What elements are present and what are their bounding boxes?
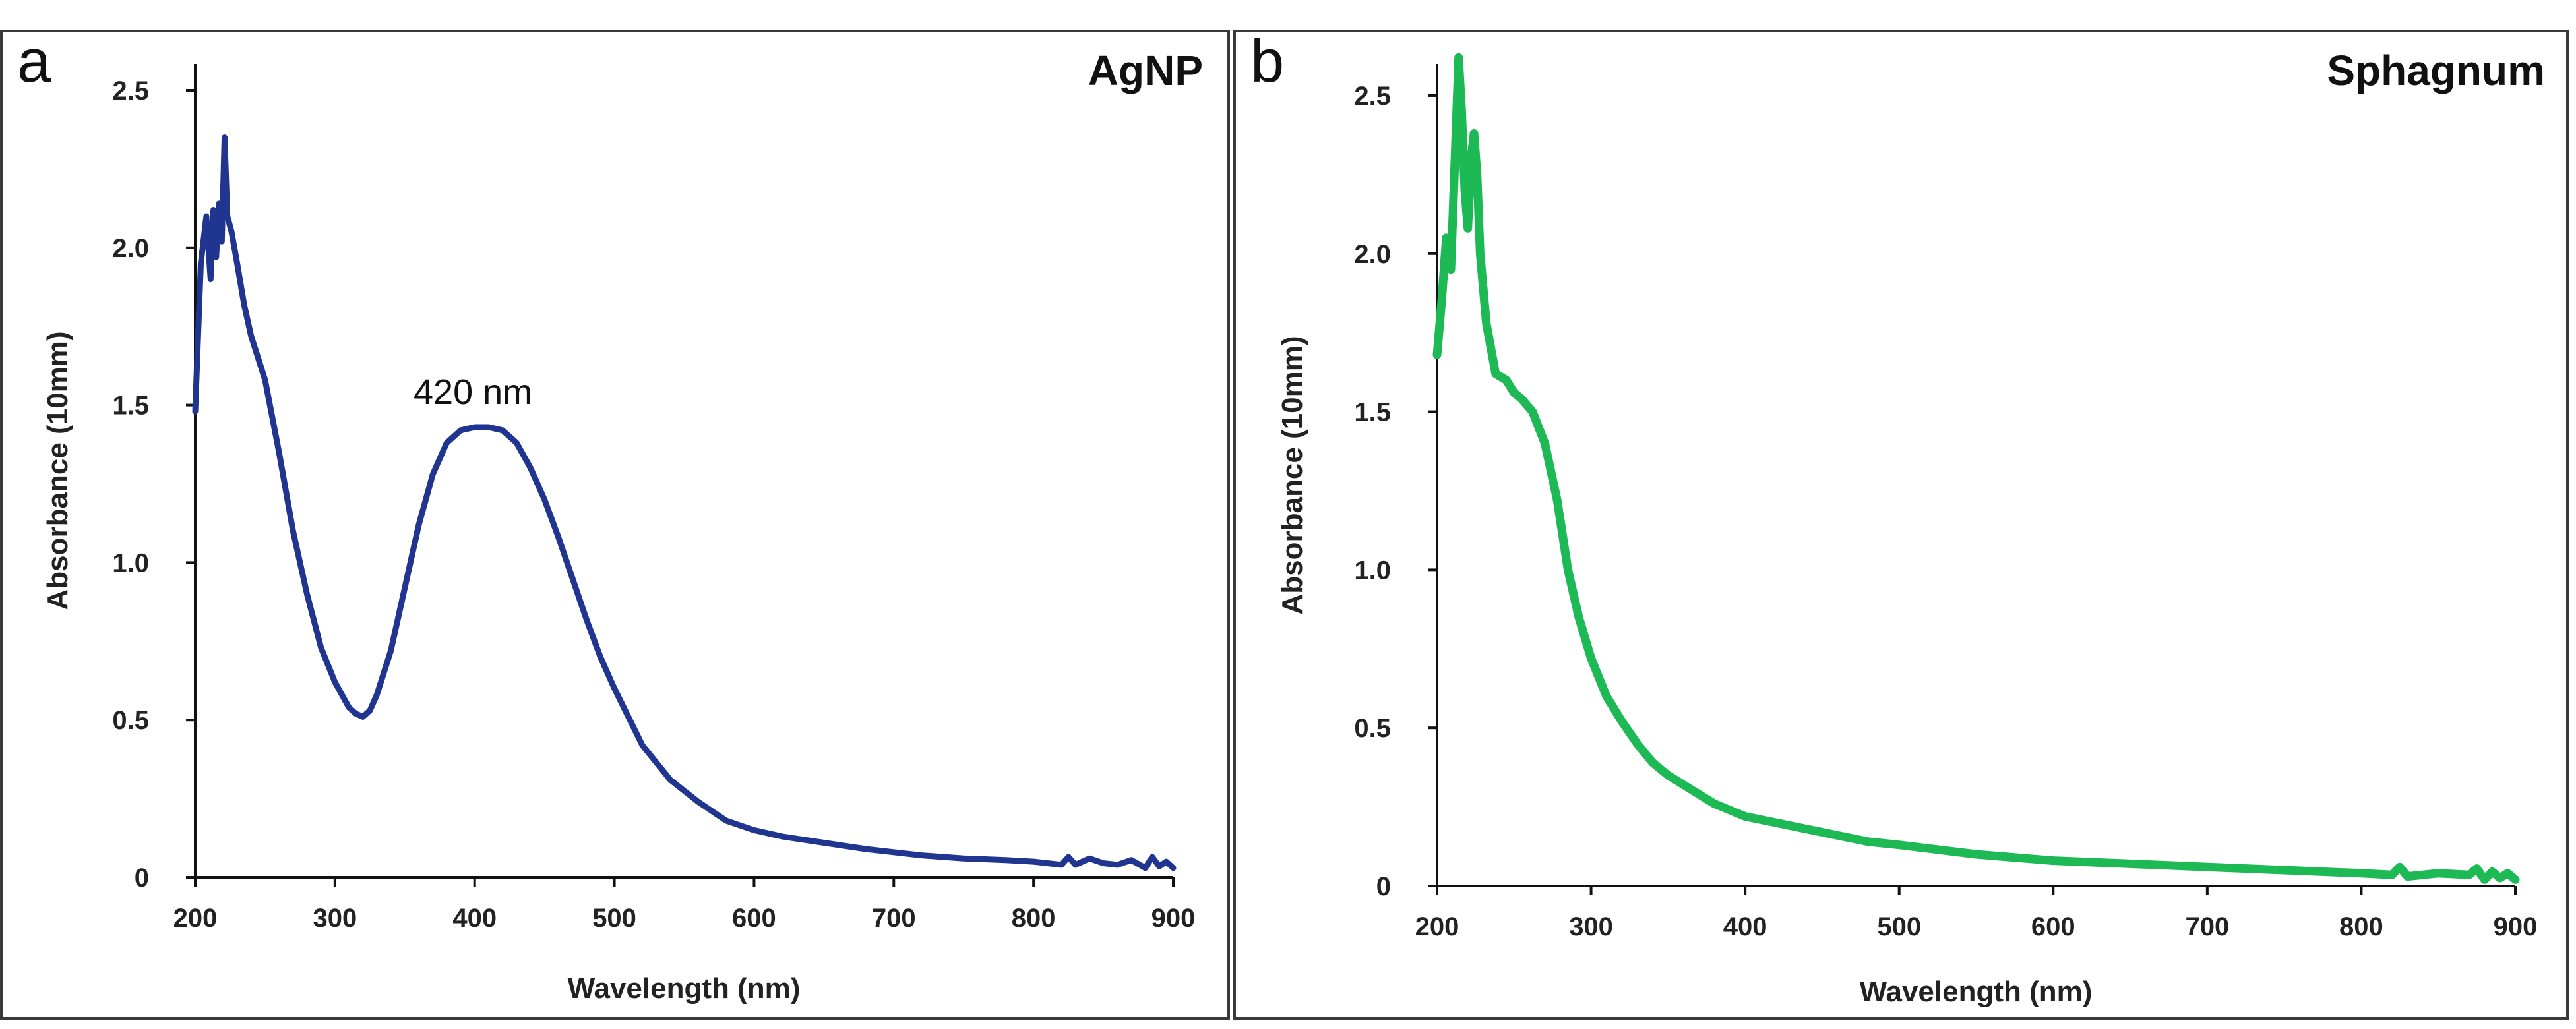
chart-a-title: AgNP bbox=[1088, 47, 1203, 94]
chart-a-svg: a AgNP 0 0.5 1.0 1.5 2.0 2.5 200 300 400 500 600 7… bbox=[17, 28, 1203, 1005]
chart-b-x-tick-label: 300 bbox=[1569, 912, 1613, 941]
chart-a-x-tick-label: 300 bbox=[313, 904, 357, 933]
chart-a-x-tick-label: 500 bbox=[592, 904, 636, 933]
chart-a-x-tick-label: 200 bbox=[173, 904, 218, 933]
chart-a-x-axis-title: Wavelength (nm) bbox=[568, 972, 801, 1005]
chart-b-y-tick-label: 1.5 bbox=[1354, 398, 1391, 427]
chart-b-x-axis-title: Wavelength (nm) bbox=[1860, 976, 2093, 1008]
chart-a-y-axis-title: Absorbance (10mm) bbox=[42, 331, 74, 610]
chart-b-y-tick-label: 0.5 bbox=[1354, 714, 1391, 743]
chart-b-x-tick-label: 800 bbox=[2339, 912, 2383, 941]
chart-b-x-tick-label: 200 bbox=[1415, 912, 1459, 941]
chart-a-series-agnp bbox=[192, 134, 1177, 871]
chart-b-title: Sphagnum bbox=[2327, 47, 2545, 94]
chart-a-y-tick-label: 2.0 bbox=[112, 234, 149, 263]
chart-panel-b: b Sphagnum 0 0.5 1.0 1.5 2.0 2.5 200 300 400 500… bbox=[1233, 28, 2569, 1020]
chart-b-svg: b Sphagnum 0 0.5 1.0 1.5 2.0 2.5 200 300 400 500… bbox=[1250, 28, 2545, 1008]
chart-a-x-tick-label: 700 bbox=[872, 904, 916, 933]
chart-a-y-tick-label: 0.5 bbox=[112, 706, 149, 735]
panel-letter-a: a bbox=[17, 28, 51, 95]
chart-b-x-tick-label: 500 bbox=[1877, 912, 1921, 941]
chart-b-y-tick-label: 2.0 bbox=[1354, 240, 1391, 269]
chart-a-x-tick-label: 800 bbox=[1012, 904, 1056, 933]
chart-a-y-tick-label: 2.5 bbox=[112, 76, 149, 105]
chart-a-y-tick-label: 1.0 bbox=[112, 548, 149, 577]
chart-b-series-sphagnum bbox=[1432, 53, 2520, 884]
chart-b-x-tick-label: 400 bbox=[1723, 912, 1767, 941]
chart-b-x-tick-label: 600 bbox=[2031, 912, 2075, 941]
chart-b-x-tick-label: 900 bbox=[2494, 912, 2538, 941]
chart-b-y-axis-title: Absorbance (10mm) bbox=[1276, 336, 1308, 614]
chart-a-x-tick-label: 600 bbox=[732, 904, 776, 933]
chart-b-y-tick-label: 0 bbox=[1376, 872, 1391, 901]
chart-b-x-tick-label: 700 bbox=[2185, 912, 2229, 941]
chart-a-x-tick-label: 400 bbox=[452, 904, 497, 933]
chart-a-y-tick-label: 0 bbox=[135, 864, 149, 893]
chart-b-y-tick-label: 2.5 bbox=[1354, 82, 1391, 111]
chart-a-x-tick-label: 900 bbox=[1151, 904, 1196, 933]
chart-panel-a: a AgNP 0 0.5 1.0 1.5 2.0 2.5 200 300 400 500 600 7… bbox=[0, 28, 1230, 1020]
panel-letter-b: b bbox=[1250, 28, 1284, 95]
chart-a-y-tick-label: 1.5 bbox=[112, 392, 149, 421]
chart-a-peak-annotation: 420 nm bbox=[414, 372, 532, 412]
chart-b-y-tick-label: 1.0 bbox=[1354, 556, 1391, 585]
